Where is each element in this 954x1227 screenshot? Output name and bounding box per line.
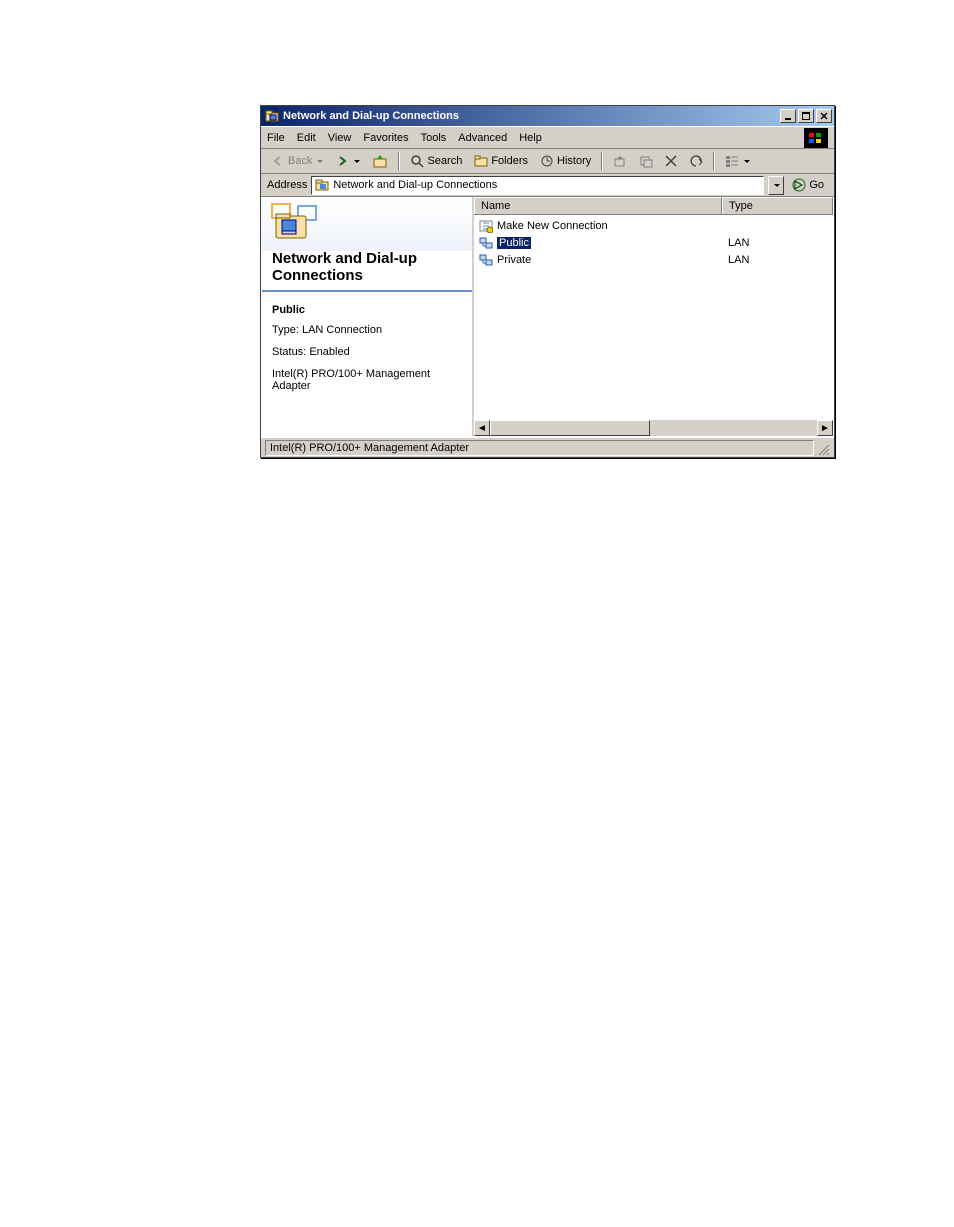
back-label: Back <box>288 155 312 167</box>
views-button[interactable] <box>721 152 754 170</box>
address-dropdown-button[interactable] <box>768 176 784 195</box>
folders-button[interactable]: Folders <box>470 152 532 170</box>
list-view[interactable]: Make New Connection Public LAN <box>474 215 833 420</box>
info-heading: Network and Dial-up Connections <box>262 251 472 290</box>
info-type: Type: LAN Connection <box>262 324 472 346</box>
undo-button[interactable] <box>685 152 707 170</box>
info-banner <box>262 197 472 251</box>
status-text: Intel(R) PRO/100+ Management Adapter <box>265 440 814 456</box>
minimize-button[interactable] <box>780 109 796 123</box>
history-button[interactable]: History <box>536 152 595 170</box>
move-to-button[interactable] <box>609 152 631 170</box>
info-selected-name: Public <box>262 300 472 324</box>
list-item[interactable]: Private LAN <box>474 251 833 268</box>
menu-help[interactable]: Help <box>519 132 542 144</box>
chevron-down-icon <box>744 160 750 163</box>
folders-label: Folders <box>491 155 528 167</box>
history-label: History <box>557 155 591 167</box>
menu-edit[interactable]: Edit <box>297 132 316 144</box>
list-item[interactable]: Public LAN <box>474 234 833 251</box>
menu-favorites[interactable]: Favorites <box>363 132 408 144</box>
throbber-icon <box>804 128 828 148</box>
maximize-button[interactable] <box>798 109 814 123</box>
statusbar: Intel(R) PRO/100+ Management Adapter <box>261 437 834 457</box>
addressbar: Address Network and Dial-up Connections … <box>261 174 834 197</box>
item-type: LAN <box>722 254 833 266</box>
address-label: Address <box>267 179 307 191</box>
search-label: Search <box>427 155 462 167</box>
search-button[interactable]: Search <box>406 152 466 170</box>
content-area: Network and Dial-up Connections Public T… <box>261 197 834 437</box>
address-input[interactable]: Network and Dial-up Connections <box>311 176 764 195</box>
chevron-down-icon <box>317 160 323 163</box>
toolbar: Back Search Folders History <box>261 148 834 174</box>
scroll-left-button[interactable]: ◄ <box>474 420 490 436</box>
info-status: Status: Enabled <box>262 346 472 368</box>
scroll-thumb[interactable] <box>490 420 650 436</box>
address-value: Network and Dial-up Connections <box>333 179 497 191</box>
copy-to-button[interactable] <box>635 152 657 170</box>
titlebar[interactable]: Network and Dial-up Connections <box>261 106 834 126</box>
item-type: LAN <box>722 237 833 249</box>
up-button[interactable] <box>368 151 392 171</box>
forward-button[interactable] <box>331 152 364 170</box>
item-name: Private <box>497 254 531 266</box>
chevron-down-icon <box>354 160 360 163</box>
lan-icon <box>478 235 494 251</box>
menu-advanced[interactable]: Advanced <box>458 132 507 144</box>
menu-tools[interactable]: Tools <box>421 132 447 144</box>
info-pane: Network and Dial-up Connections Public T… <box>262 197 472 436</box>
wizard-icon <box>478 218 494 234</box>
window: Network and Dial-up Connections File Edi… <box>260 105 835 458</box>
back-button: Back <box>267 152 327 170</box>
menu-file[interactable]: File <box>267 132 285 144</box>
window-title: Network and Dial-up Connections <box>283 110 778 122</box>
column-header-name[interactable]: Name <box>474 197 722 214</box>
list-pane: Name Type Make New Connection <box>472 197 833 436</box>
item-name: Public <box>497 237 531 249</box>
lan-icon <box>478 252 494 268</box>
info-device: Intel(R) PRO/100+ Management Adapter <box>262 368 472 402</box>
menubar: File Edit View Favorites Tools Advanced … <box>261 126 834 148</box>
network-folder-icon <box>314 177 330 193</box>
item-name: Make New Connection <box>497 220 608 232</box>
separator <box>398 152 400 170</box>
delete-button[interactable] <box>661 153 681 169</box>
go-button[interactable]: Go <box>788 178 828 192</box>
scroll-track[interactable] <box>490 420 817 436</box>
go-label: Go <box>809 179 824 191</box>
resize-grip-icon[interactable] <box>814 440 830 456</box>
column-header-type[interactable]: Type <box>722 197 833 214</box>
column-headers: Name Type <box>474 197 833 215</box>
close-button[interactable] <box>816 109 832 123</box>
chevron-down-icon <box>774 184 780 187</box>
scroll-right-button[interactable]: ► <box>817 420 833 436</box>
horizontal-scrollbar[interactable]: ◄ ► <box>474 420 833 436</box>
menu-view[interactable]: View <box>328 132 352 144</box>
separator <box>601 152 603 170</box>
info-divider <box>262 290 472 292</box>
network-folder-icon <box>264 108 280 124</box>
separator <box>713 152 715 170</box>
list-item[interactable]: Make New Connection <box>474 217 833 234</box>
